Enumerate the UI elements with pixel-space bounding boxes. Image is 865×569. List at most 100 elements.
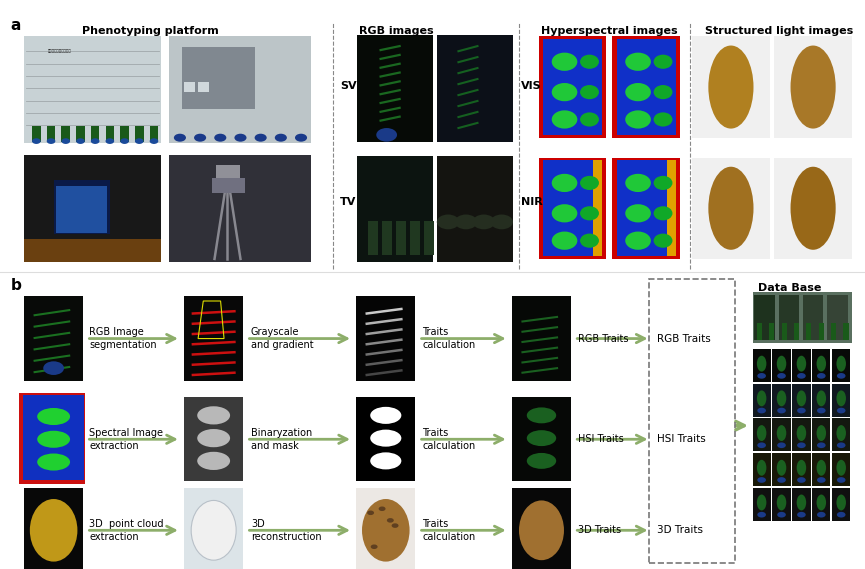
Bar bbox=[61, 126, 70, 142]
Circle shape bbox=[32, 138, 41, 144]
Bar bbox=[772, 384, 791, 417]
Bar bbox=[843, 323, 849, 340]
Ellipse shape bbox=[777, 494, 786, 510]
Bar bbox=[772, 418, 791, 451]
Circle shape bbox=[275, 134, 287, 142]
Circle shape bbox=[777, 443, 785, 448]
Bar bbox=[396, 221, 407, 255]
Circle shape bbox=[777, 408, 785, 414]
Circle shape bbox=[387, 518, 394, 523]
Bar bbox=[169, 155, 311, 262]
Bar bbox=[832, 384, 850, 417]
Circle shape bbox=[836, 373, 846, 379]
Ellipse shape bbox=[552, 52, 577, 71]
Ellipse shape bbox=[817, 390, 826, 406]
Text: 台灣精農表型鑑定系統: 台灣精農表型鑑定系統 bbox=[48, 50, 71, 53]
Bar bbox=[410, 221, 420, 255]
Bar bbox=[356, 488, 415, 569]
Bar bbox=[769, 323, 774, 340]
Ellipse shape bbox=[836, 460, 846, 476]
Ellipse shape bbox=[757, 356, 766, 372]
Ellipse shape bbox=[625, 204, 650, 222]
Bar bbox=[437, 35, 513, 142]
Ellipse shape bbox=[191, 501, 236, 560]
Bar bbox=[794, 323, 799, 340]
Circle shape bbox=[817, 373, 826, 379]
Ellipse shape bbox=[519, 501, 564, 560]
Bar bbox=[184, 296, 243, 381]
Circle shape bbox=[797, 373, 806, 379]
Text: Phenotyping platform: Phenotyping platform bbox=[82, 26, 219, 36]
Bar bbox=[539, 158, 606, 259]
Bar bbox=[357, 35, 433, 142]
Ellipse shape bbox=[708, 167, 753, 250]
Bar bbox=[24, 488, 83, 569]
Circle shape bbox=[295, 134, 307, 142]
Circle shape bbox=[836, 443, 846, 448]
Bar bbox=[135, 126, 144, 142]
Circle shape bbox=[777, 512, 785, 518]
Circle shape bbox=[174, 134, 186, 142]
Ellipse shape bbox=[37, 453, 70, 471]
Circle shape bbox=[371, 545, 378, 549]
Ellipse shape bbox=[580, 206, 599, 220]
Bar bbox=[543, 39, 602, 135]
Text: Hyperspectral images: Hyperspectral images bbox=[541, 26, 677, 36]
Bar bbox=[23, 395, 84, 480]
Ellipse shape bbox=[37, 431, 70, 448]
Ellipse shape bbox=[552, 110, 577, 129]
Bar bbox=[617, 39, 676, 135]
Bar bbox=[772, 349, 791, 382]
Circle shape bbox=[490, 215, 513, 229]
Circle shape bbox=[758, 443, 766, 448]
Text: VIS: VIS bbox=[521, 81, 541, 92]
Bar bbox=[832, 488, 850, 521]
Text: HSI Traits: HSI Traits bbox=[657, 434, 705, 444]
Circle shape bbox=[61, 138, 70, 144]
Bar bbox=[753, 384, 771, 417]
Circle shape bbox=[76, 138, 85, 144]
Circle shape bbox=[437, 215, 459, 229]
Text: RGB Image
segmentation: RGB Image segmentation bbox=[89, 327, 157, 350]
Ellipse shape bbox=[580, 176, 599, 190]
Ellipse shape bbox=[836, 425, 846, 441]
Bar bbox=[182, 47, 255, 109]
Bar bbox=[47, 126, 55, 142]
Ellipse shape bbox=[757, 460, 766, 476]
Circle shape bbox=[817, 443, 826, 448]
Circle shape bbox=[817, 477, 826, 483]
Bar bbox=[381, 221, 392, 255]
Circle shape bbox=[797, 512, 806, 518]
Text: TV: TV bbox=[340, 197, 356, 207]
Ellipse shape bbox=[552, 83, 577, 101]
Ellipse shape bbox=[836, 356, 846, 372]
Ellipse shape bbox=[817, 494, 826, 510]
Bar bbox=[782, 323, 787, 340]
Bar bbox=[812, 384, 830, 417]
Ellipse shape bbox=[654, 233, 672, 248]
Ellipse shape bbox=[757, 425, 766, 441]
Bar bbox=[772, 488, 791, 521]
Bar bbox=[812, 488, 830, 521]
Ellipse shape bbox=[197, 406, 230, 424]
Bar bbox=[617, 160, 676, 256]
Text: RGB images: RGB images bbox=[359, 26, 433, 36]
Ellipse shape bbox=[370, 452, 401, 469]
Circle shape bbox=[836, 477, 846, 483]
Ellipse shape bbox=[29, 499, 78, 562]
Ellipse shape bbox=[580, 55, 599, 69]
Bar bbox=[792, 418, 811, 451]
Bar bbox=[91, 126, 99, 142]
Bar bbox=[827, 295, 848, 340]
Ellipse shape bbox=[197, 429, 230, 447]
Ellipse shape bbox=[797, 494, 806, 510]
Bar bbox=[803, 295, 823, 340]
Circle shape bbox=[392, 523, 399, 528]
Ellipse shape bbox=[370, 430, 401, 447]
Text: a: a bbox=[10, 18, 21, 33]
Circle shape bbox=[797, 408, 806, 414]
Circle shape bbox=[836, 408, 846, 414]
Circle shape bbox=[836, 512, 846, 518]
Ellipse shape bbox=[580, 85, 599, 99]
Circle shape bbox=[106, 138, 114, 144]
